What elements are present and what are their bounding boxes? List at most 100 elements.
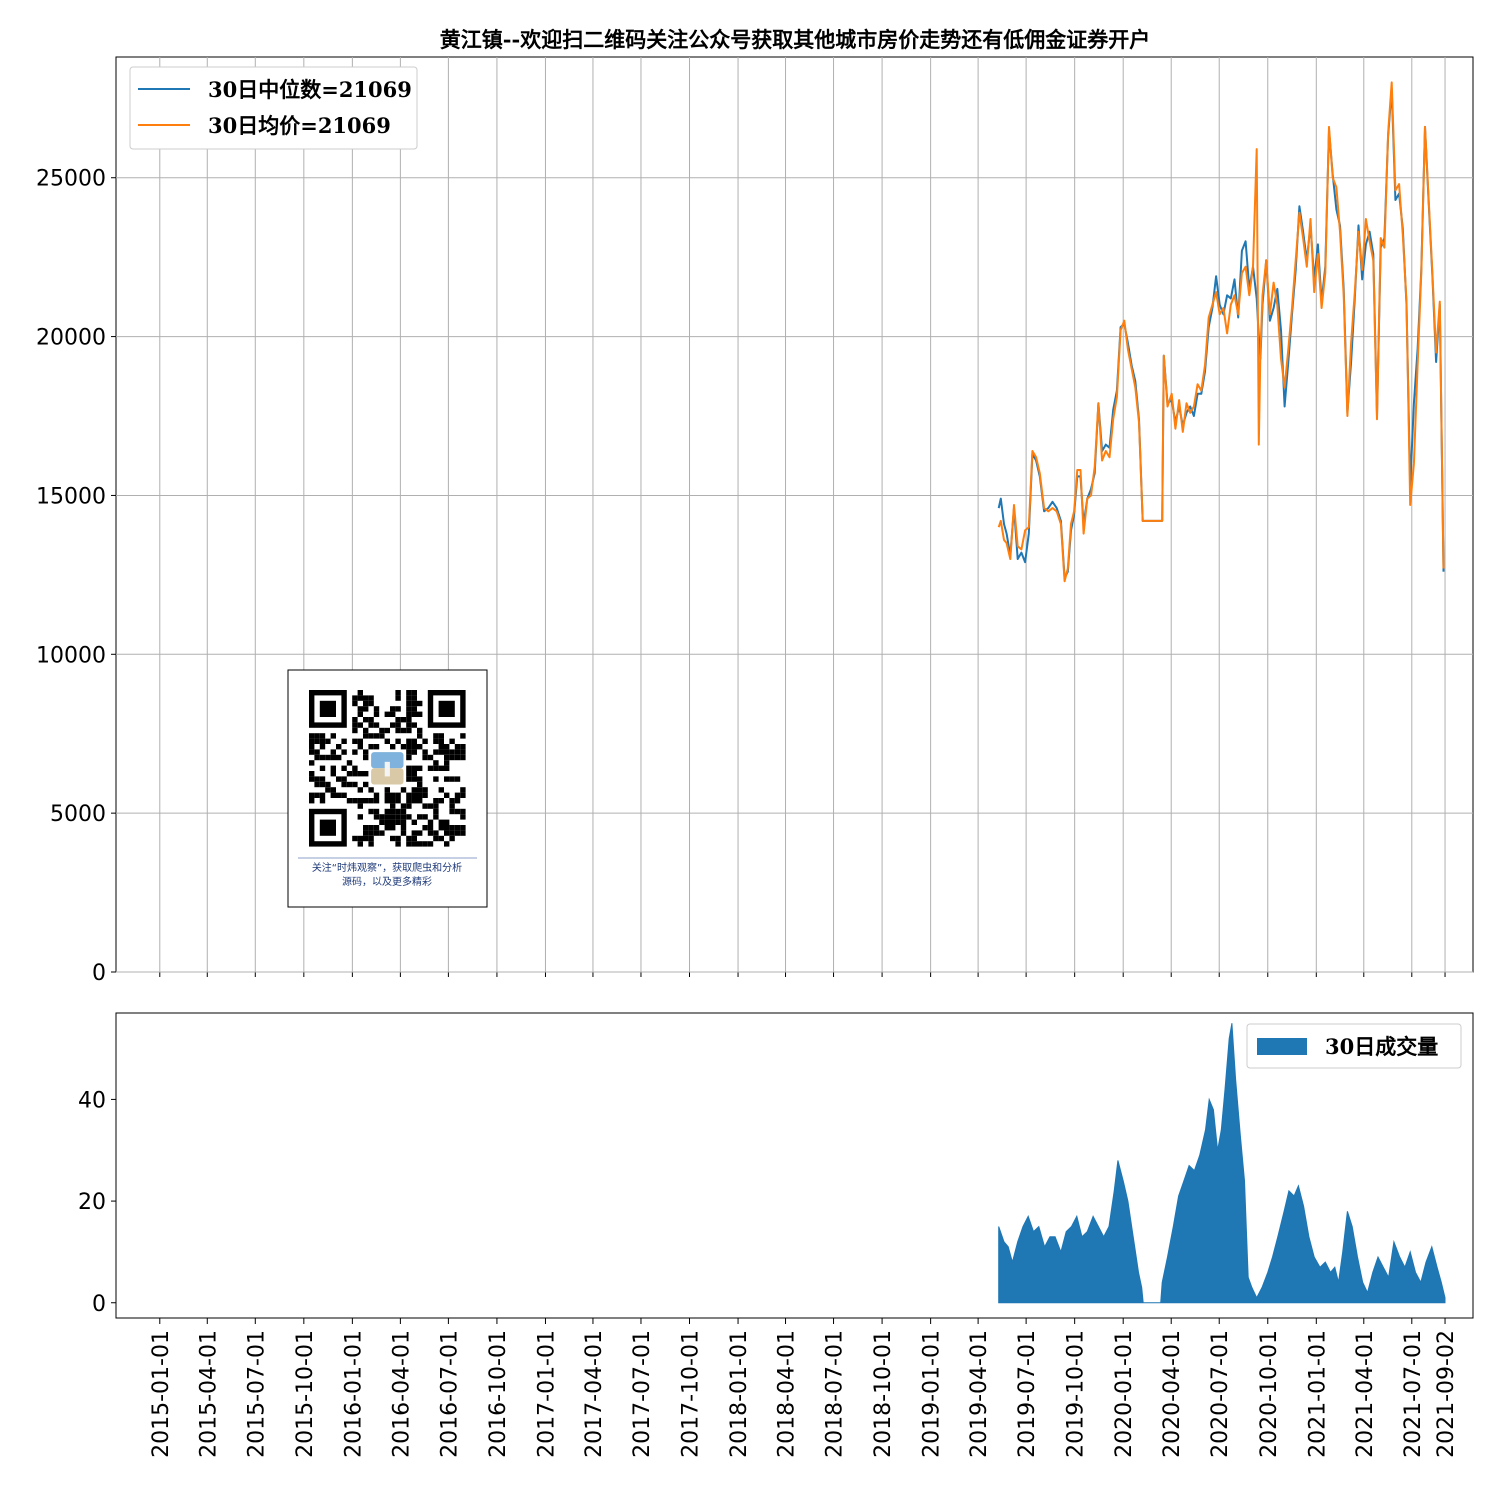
qr-caption-line2: 源码，以及更多精彩 bbox=[342, 875, 432, 888]
qr-module bbox=[384, 798, 390, 804]
qr-module bbox=[406, 771, 412, 777]
qr-module bbox=[363, 706, 369, 712]
qr-module bbox=[363, 781, 369, 788]
qr-module bbox=[379, 819, 385, 825]
qr-module bbox=[341, 781, 347, 788]
qr-module bbox=[460, 792, 466, 798]
price-y-tick-label: 20000 bbox=[36, 326, 106, 351]
qr-module bbox=[460, 808, 466, 815]
qr-module bbox=[411, 776, 417, 782]
qr-module bbox=[417, 792, 423, 798]
qr-module bbox=[411, 787, 417, 793]
qr-module bbox=[400, 825, 407, 831]
qr-module bbox=[417, 830, 423, 836]
qr-module bbox=[357, 835, 363, 842]
qr-module bbox=[422, 841, 428, 847]
qr-module bbox=[411, 749, 417, 755]
qr-module bbox=[433, 798, 439, 804]
volume-x-tick-label: 2018-04-01 bbox=[775, 1330, 800, 1458]
qr-module bbox=[422, 787, 428, 793]
qr-module bbox=[438, 733, 444, 739]
qr-module bbox=[438, 835, 444, 842]
volume-x-tick-label: 2015-01-01 bbox=[149, 1330, 174, 1458]
qr-module bbox=[460, 825, 466, 831]
qr-module bbox=[444, 744, 450, 750]
qr-module bbox=[438, 749, 444, 755]
volume-x-tick-label: 2020-07-01 bbox=[1208, 1330, 1233, 1458]
qr-module bbox=[411, 771, 417, 777]
qr-module bbox=[395, 706, 401, 712]
qr-module bbox=[357, 787, 363, 793]
qr-module bbox=[352, 727, 358, 734]
qr-module bbox=[400, 819, 407, 825]
qr-module bbox=[444, 825, 450, 831]
qr-module bbox=[352, 781, 358, 788]
volume-x-tick-label: 2018-10-01 bbox=[871, 1330, 896, 1458]
qr-module bbox=[384, 825, 390, 831]
volume-legend-box bbox=[1246, 1023, 1462, 1069]
qr-module bbox=[406, 695, 412, 701]
qr-module bbox=[319, 792, 326, 798]
qr-module bbox=[368, 733, 374, 739]
mean-price-line bbox=[997, 81, 1445, 583]
qr-module bbox=[379, 814, 385, 820]
qr-module bbox=[390, 706, 396, 712]
qr-module bbox=[395, 792, 401, 798]
qr-module bbox=[395, 798, 401, 804]
qr-module bbox=[319, 733, 326, 739]
qr-module bbox=[346, 798, 353, 804]
qr-module bbox=[449, 776, 455, 782]
qr-module bbox=[346, 760, 353, 766]
qr-module bbox=[400, 808, 407, 815]
volume-x-tick-label: 2017-07-01 bbox=[630, 1330, 655, 1458]
qr-module bbox=[390, 835, 396, 842]
qr-module bbox=[357, 722, 363, 728]
price-y-tick-label: 25000 bbox=[36, 167, 106, 192]
price-y-tick-label: 0 bbox=[92, 961, 106, 986]
qr-module bbox=[373, 722, 380, 728]
qr-module bbox=[373, 825, 380, 831]
volume-x-tick-label: 2019-04-01 bbox=[967, 1330, 992, 1458]
volume-x-tick-label: 2016-04-01 bbox=[389, 1330, 414, 1458]
qr-module bbox=[406, 711, 412, 717]
qr-module bbox=[449, 830, 455, 836]
qr-module bbox=[400, 717, 407, 723]
qr-module bbox=[363, 835, 369, 842]
qr-module bbox=[411, 744, 417, 750]
qr-module bbox=[341, 738, 347, 744]
qr-module bbox=[411, 792, 417, 798]
qr-module bbox=[422, 814, 428, 820]
qr-finder-core bbox=[319, 819, 336, 836]
qr-module bbox=[352, 695, 358, 701]
qr-module bbox=[390, 814, 396, 820]
volume-y-tick-label: 0 bbox=[92, 1292, 106, 1317]
qr-module bbox=[406, 754, 412, 761]
volume-x-tick-label: 2018-01-01 bbox=[727, 1330, 752, 1458]
qr-module bbox=[449, 803, 455, 809]
qr-module bbox=[330, 754, 336, 761]
qr-module bbox=[411, 765, 417, 771]
qr-module bbox=[368, 841, 374, 847]
volume-series-area bbox=[998, 1023, 1446, 1304]
volume-x-tick-label: 2016-10-01 bbox=[486, 1330, 511, 1458]
qr-module bbox=[433, 803, 439, 809]
qr-module bbox=[314, 733, 320, 739]
qr-module bbox=[427, 819, 434, 825]
qr-avatar-sky bbox=[371, 752, 404, 769]
volume-x-axis: 2015-01-01 2015-04-01 2015-07-01 2015-10-01… bbox=[149, 1318, 1459, 1458]
qr-module bbox=[319, 754, 326, 761]
qr-module bbox=[449, 825, 455, 831]
qr-module bbox=[379, 727, 385, 734]
volume-x-tick-label: 2021-07-01 bbox=[1401, 1330, 1426, 1458]
qr-module bbox=[454, 825, 461, 831]
qr-module bbox=[406, 792, 412, 798]
qr-module bbox=[346, 781, 353, 788]
qr-module bbox=[363, 733, 369, 739]
qr-module bbox=[314, 792, 320, 798]
qr-module bbox=[325, 787, 331, 793]
qr-module bbox=[319, 781, 326, 788]
qr-module bbox=[449, 749, 455, 755]
qr-module bbox=[417, 787, 423, 793]
qr-finder-core bbox=[438, 700, 455, 717]
